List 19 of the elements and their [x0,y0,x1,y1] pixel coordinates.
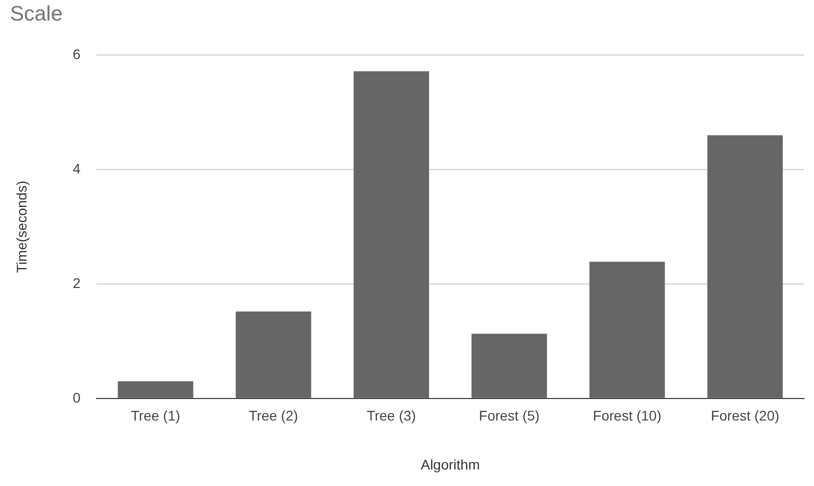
y-tick-label: 2 [72,274,81,291]
x-axis-title: Algorithm [420,456,480,472]
y-tick-label: 4 [72,160,81,176]
bar [707,135,783,398]
x-tick-label: Tree (3) [366,408,416,424]
y-tick-label: 6 [72,46,81,62]
x-tick-label: Forest (10) [592,408,662,424]
chart-title: Scale [10,2,63,26]
x-tick-label: Forest (20) [710,408,780,424]
bar [236,311,312,398]
x-tick-label: Tree (2) [248,408,298,424]
bar [354,71,430,398]
x-tick-label: Forest (5) [478,408,540,424]
y-tick-label: 0 [72,389,81,406]
bar [118,381,194,398]
y-axis-title: Time(seconds) [13,180,30,273]
x-tick-label: Tree (1) [130,408,180,424]
bar [589,262,665,398]
bar [472,334,547,398]
